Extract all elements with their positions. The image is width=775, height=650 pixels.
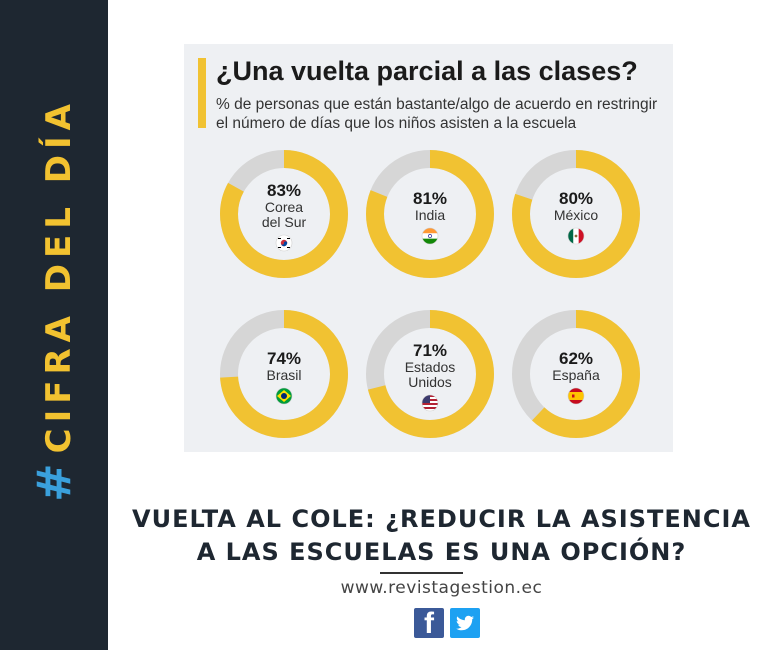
- donut-country-label: España: [552, 367, 600, 383]
- donut-5: 62%España: [512, 310, 640, 438]
- usa-flag: [421, 394, 439, 412]
- donut-value-arc: [366, 310, 494, 438]
- mexico-flag: [567, 227, 585, 245]
- title-accent-bar: [198, 58, 206, 128]
- chart-subtitle: % de personas que están bastante/algo de…: [216, 96, 658, 132]
- sidebar: #CIFRA DEL DÍA: [0, 0, 108, 650]
- donut-country-label: Unidos: [408, 374, 452, 390]
- donut-value-arc: [512, 150, 640, 278]
- donut-percent-label: 62%: [559, 349, 593, 368]
- donut-country-label: Brasil: [266, 367, 301, 383]
- donut-value-arc: [512, 310, 640, 438]
- twitter-icon[interactable]: [450, 608, 480, 638]
- south-korea-flag: [275, 234, 293, 252]
- chart-title: ¿Una vuelta parcial a las clases?: [216, 56, 638, 86]
- headline-line-2: A LAS ESCUELAS ES UNA OPCIÓN?: [196, 538, 687, 566]
- headline-underline: [380, 572, 463, 574]
- india-flag: [421, 227, 439, 245]
- infographic-panel: [184, 44, 673, 452]
- donut-percent-label: 74%: [267, 349, 301, 368]
- donut-country-label: México: [554, 207, 599, 223]
- donut-value-arc: [366, 150, 494, 278]
- donut-country-label: India: [415, 207, 446, 223]
- headline-line-1: VUELTA AL COLE: ¿REDUCIR LA ASISTENCIA: [132, 505, 751, 533]
- twitter-bird-icon: [456, 615, 475, 631]
- donut-percent-label: 71%: [413, 341, 447, 360]
- website-link[interactable]: www.revistagestion.ec: [340, 578, 543, 598]
- donut-country-label: Corea: [265, 199, 303, 215]
- donut-value-arc: [220, 150, 348, 278]
- donut-1: 81%India: [366, 150, 494, 278]
- donut-percent-label: 81%: [413, 189, 447, 208]
- spain-flag: [567, 387, 585, 405]
- donut-country-label: Estados: [405, 359, 456, 375]
- donut-3: 74%Brasil: [220, 310, 348, 438]
- donut-value-arc: [220, 310, 348, 438]
- donut-percent-label: 80%: [559, 189, 593, 208]
- facebook-icon[interactable]: f: [414, 607, 444, 640]
- donut-country-label: del Sur: [262, 214, 307, 230]
- donut-2: 80%México: [512, 150, 640, 278]
- brazil-flag: [275, 387, 293, 405]
- donut-percent-label: 83%: [267, 181, 301, 200]
